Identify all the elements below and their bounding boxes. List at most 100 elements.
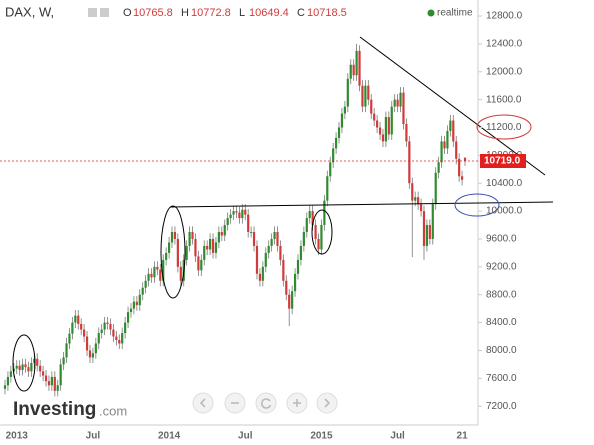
icon	[199, 398, 206, 408]
candle-body	[352, 64, 355, 76]
candle-body	[62, 357, 65, 365]
candle-body	[458, 158, 461, 177]
candle-body	[402, 92, 405, 125]
header-icon[interactable]	[100, 8, 109, 17]
candle-body	[173, 232, 177, 239]
candle-body	[244, 209, 247, 215]
candle-body	[434, 172, 437, 205]
x-tick-label: 2013	[6, 431, 29, 442]
candle-body	[437, 162, 440, 173]
candle-body	[159, 269, 162, 281]
candle-body	[288, 294, 291, 309]
candle-body	[346, 78, 349, 107]
candle-body	[74, 315, 77, 323]
candle-body	[21, 364, 24, 370]
candle-body	[355, 50, 358, 76]
candle-body	[276, 232, 279, 246]
header-icon[interactable]	[88, 8, 97, 17]
candle-body	[460, 176, 464, 180]
candle-body	[165, 252, 168, 260]
candle-body	[405, 124, 408, 142]
ohlc-label: L	[239, 7, 245, 19]
candle-body	[109, 323, 112, 330]
y-tick-label: 11600.0	[486, 94, 522, 105]
candle-body	[396, 99, 399, 107]
candle-body	[18, 365, 21, 370]
candle-body	[103, 322, 106, 330]
candle-body	[33, 358, 36, 363]
candle-body	[238, 212, 241, 219]
candle-body	[100, 329, 103, 334]
candle-body	[296, 259, 300, 274]
scroll-left-button[interactable]	[192, 392, 214, 414]
candle-body	[162, 259, 165, 281]
y-tick-label: 10400.0	[486, 178, 523, 189]
candle-body	[311, 211, 314, 226]
chart-title: DAX, W,	[5, 4, 54, 19]
candle-body	[124, 322, 127, 334]
candle-body	[329, 162, 332, 177]
support-line	[169, 201, 554, 208]
candle-body	[332, 148, 335, 163]
candle-body	[112, 329, 115, 337]
candle-body	[80, 323, 83, 330]
candle-body	[94, 343, 97, 354]
last-price-label: 10719.0	[484, 156, 521, 167]
candle-body	[334, 137, 338, 149]
ohlc-label: H	[181, 7, 189, 19]
candle-body	[188, 232, 191, 246]
candle-body	[270, 238, 273, 246]
candle-body	[282, 259, 285, 281]
candle-body	[376, 120, 379, 128]
candle-body	[191, 232, 194, 239]
candle-body	[24, 364, 27, 368]
candle-body	[258, 273, 262, 281]
status-label: realtime	[437, 8, 473, 19]
candle-body	[197, 256, 200, 271]
candle-body	[255, 245, 259, 274]
candle-body	[431, 204, 434, 239]
candle-body	[414, 197, 417, 201]
candle-body	[147, 273, 150, 281]
candle-body	[241, 209, 244, 219]
candle-body	[15, 365, 18, 369]
candle-body	[373, 113, 376, 121]
candle-body	[279, 245, 282, 260]
candle-body	[370, 99, 373, 114]
candle-body	[299, 245, 303, 260]
candle-body	[235, 211, 238, 213]
candle-body	[411, 183, 414, 201]
candle-body	[449, 120, 452, 131]
icon	[324, 398, 331, 408]
y-tick-label: 7600.0	[486, 373, 517, 384]
candle-body	[399, 92, 402, 107]
candle-body	[170, 232, 174, 243]
candle-body	[314, 225, 317, 239]
candle-body	[138, 294, 141, 306]
ohlc-value: 10765.8	[133, 7, 173, 19]
candle-body	[285, 280, 288, 295]
candle-body	[393, 99, 396, 107]
ohlc-label: C	[297, 7, 305, 19]
candle-body	[91, 353, 94, 358]
candle-body	[361, 85, 364, 107]
candle-body	[126, 312, 130, 323]
candle-body	[59, 364, 62, 386]
candle-body	[425, 225, 429, 246]
candle-body	[229, 214, 232, 219]
candle-body	[428, 225, 431, 239]
reset-button[interactable]	[255, 392, 277, 414]
candle-body	[220, 232, 223, 236]
candle-body	[83, 329, 86, 337]
candle-body	[47, 381, 51, 386]
candle-body	[349, 64, 352, 79]
candle-body	[65, 343, 68, 358]
x-tick-label: 2015	[310, 431, 333, 442]
scroll-right-button[interactable]	[316, 392, 338, 414]
candle-body	[252, 232, 256, 246]
y-tick-label: 12000.0	[486, 66, 523, 77]
candle-body	[323, 200, 326, 226]
candle-body	[39, 365, 42, 372]
candle-body	[206, 245, 209, 250]
candle-body	[364, 85, 367, 107]
